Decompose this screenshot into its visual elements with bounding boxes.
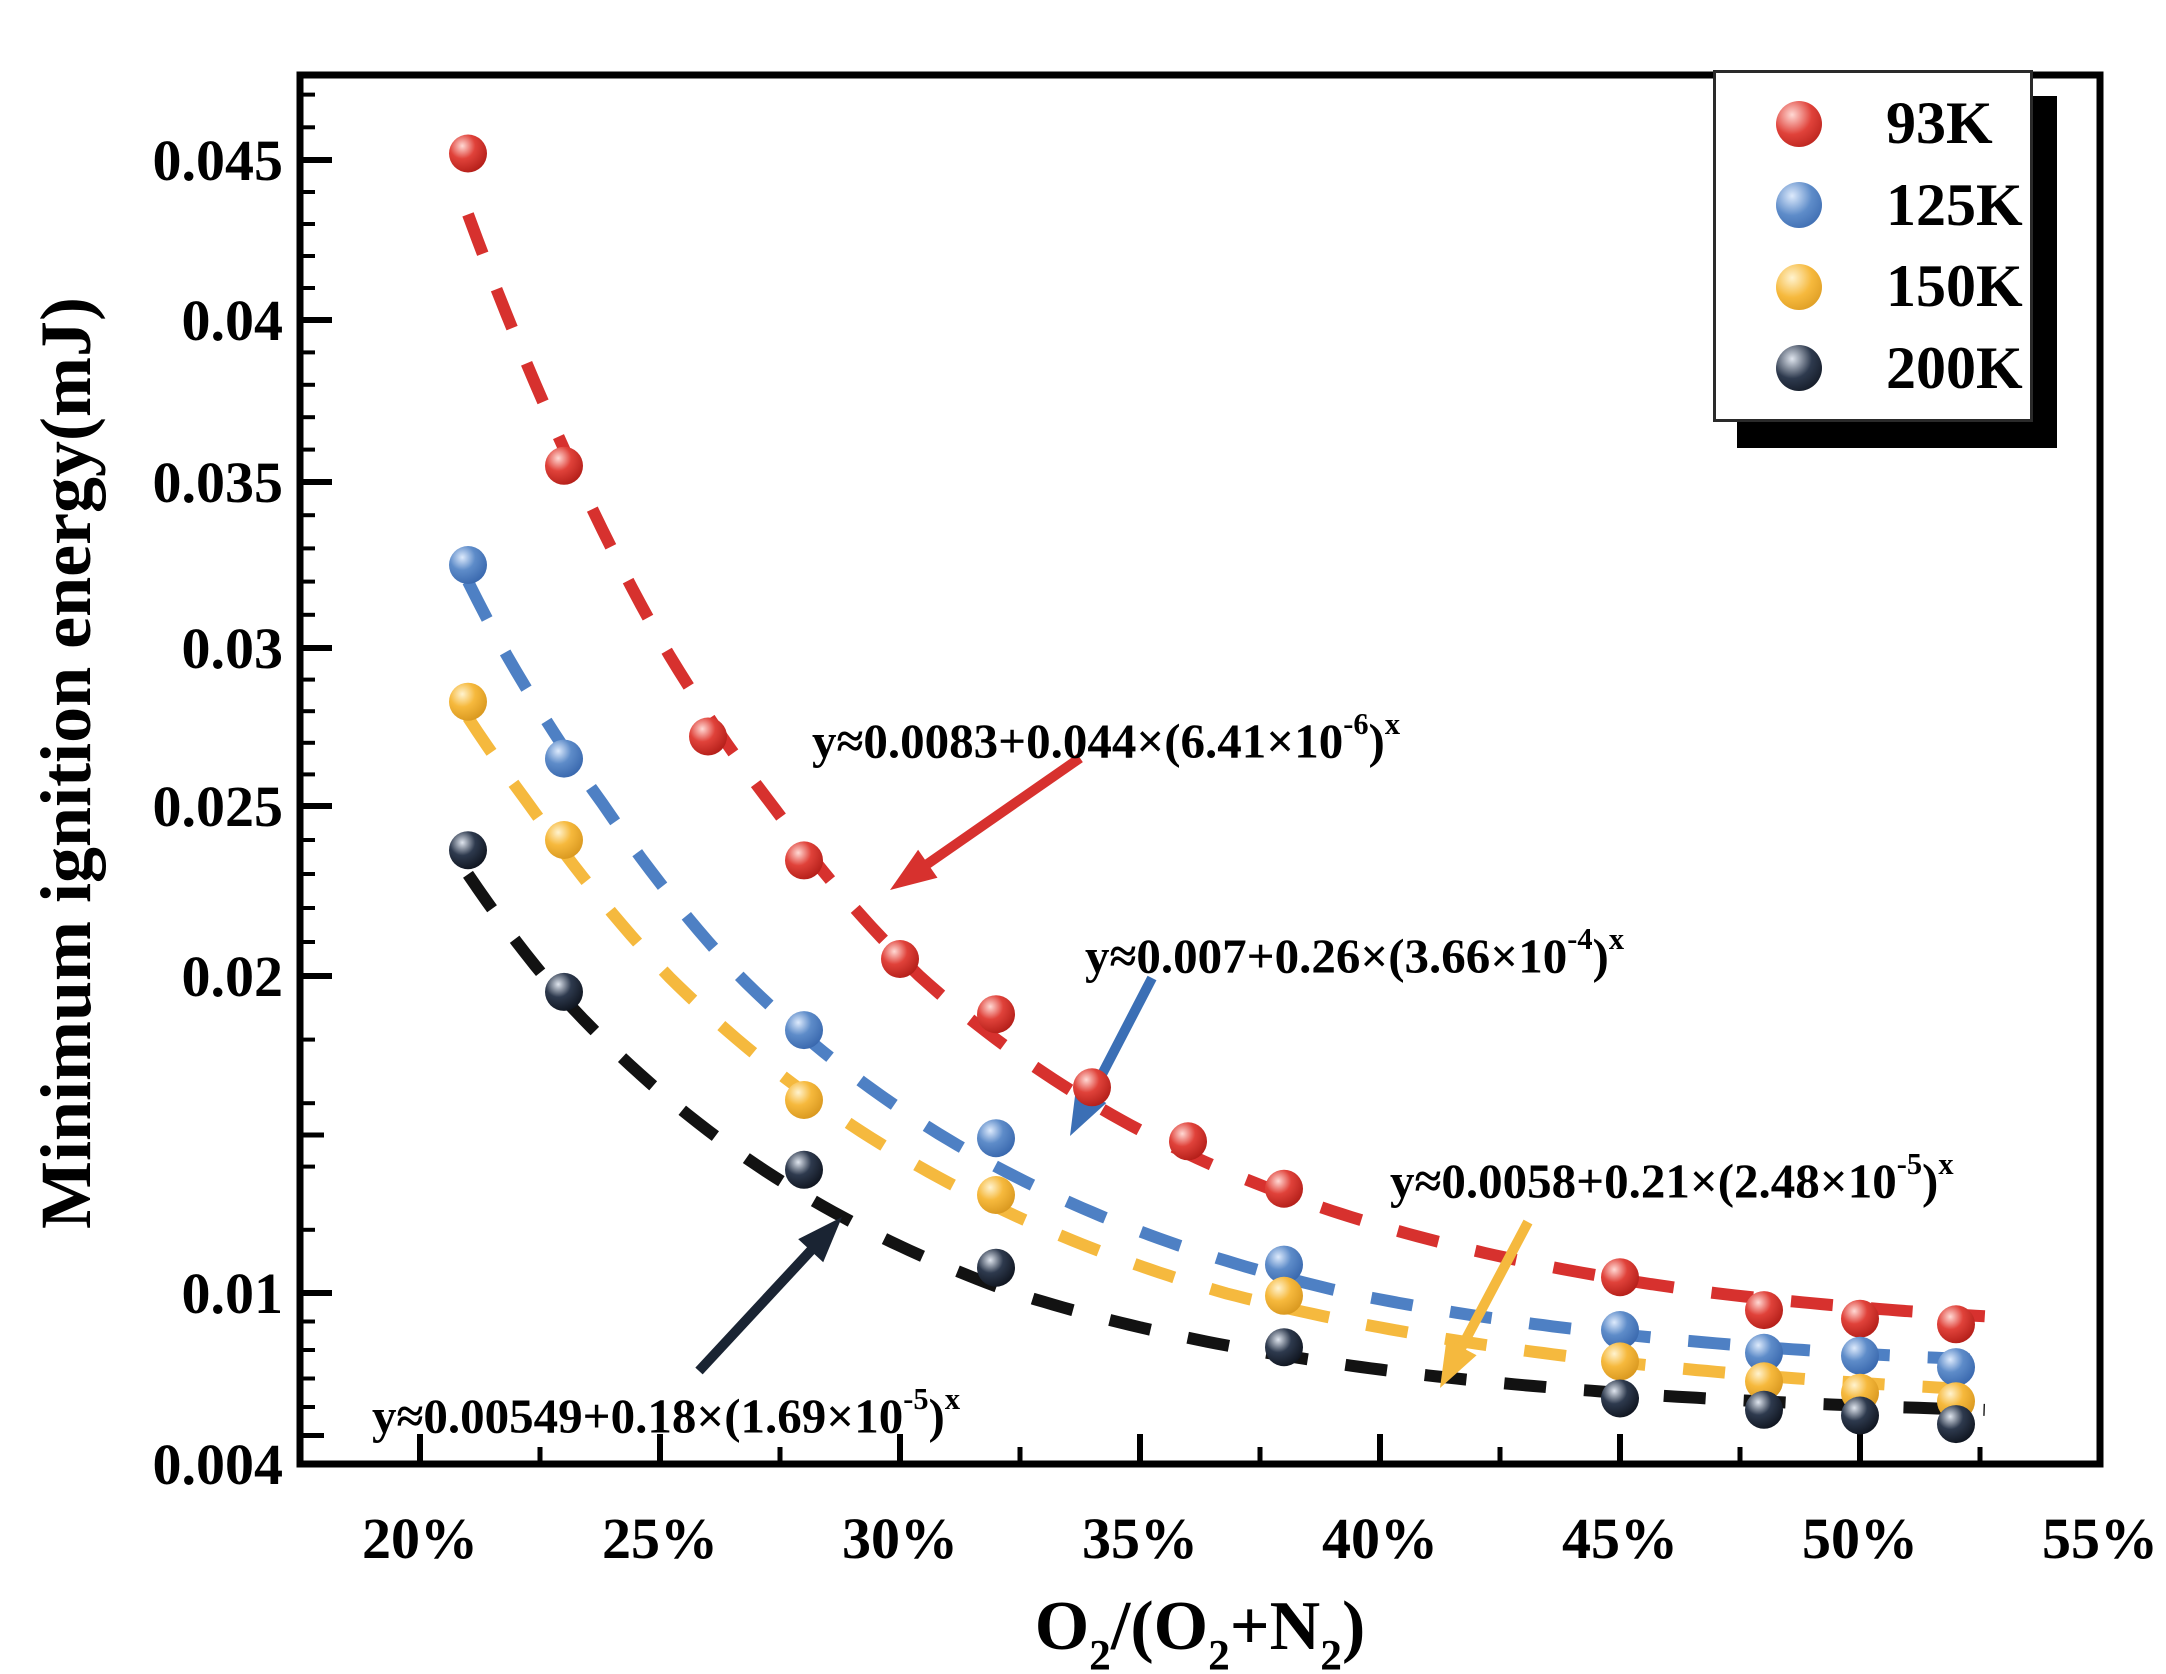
point-200K (1601, 1379, 1639, 1418)
point-125K (1841, 1336, 1879, 1375)
point-200K (545, 972, 583, 1011)
x-tick-label: 45% (1562, 1506, 1678, 1571)
y-tick-label: 0.04 (182, 288, 284, 353)
y-tick-label: 0.004 (153, 1432, 284, 1497)
y-tick-label: 0.03 (182, 616, 284, 681)
legend-item-125K: 125K (1776, 171, 2030, 240)
point-93K (1745, 1291, 1783, 1330)
fit-curve-150K (462, 714, 1986, 1396)
point-200K (1841, 1396, 1879, 1435)
point-93K (881, 940, 919, 978)
point-93K (785, 841, 823, 880)
x-axis-title: O2/(O2+N2) (1034, 1588, 1366, 1674)
point-150K (449, 682, 487, 721)
point-150K (1601, 1342, 1639, 1381)
point-93K (449, 134, 487, 173)
y-tick-label: 0.02 (182, 944, 284, 1009)
legend-marker-icon (1776, 182, 1822, 229)
legend-marker-icon (1776, 345, 1822, 392)
y-tick-label: 0.045 (153, 128, 284, 193)
point-150K (1265, 1276, 1303, 1315)
arrow-line-eq-93k (915, 753, 1083, 875)
point-93K (1169, 1122, 1207, 1161)
x-tick-label: 20% (362, 1506, 478, 1571)
point-93K (545, 446, 583, 485)
legend-item-150K: 150K (1776, 252, 2030, 321)
x-tick-label: 35% (1082, 1506, 1198, 1571)
fit-curve-200K (463, 870, 1985, 1416)
point-93K (1073, 1068, 1111, 1107)
point-200K (785, 1150, 823, 1189)
point-200K (977, 1248, 1015, 1287)
point-150K (545, 821, 583, 859)
eq-200k: y≈0.00549+0.18×(1.69×10-5)x (372, 1382, 961, 1444)
y-tick-label: 0.01 (182, 1261, 284, 1326)
legend-label: 200K (1886, 334, 2023, 401)
legend-label: 93K (1886, 90, 1993, 157)
point-93K (1937, 1305, 1975, 1344)
point-125K (1265, 1245, 1303, 1284)
legend-marker-icon (1776, 100, 1822, 147)
plot-frame (296, 71, 2104, 1468)
x-tick-label: 55% (2042, 1506, 2158, 1571)
x-tick-label: 40% (1322, 1506, 1438, 1571)
legend: 93K 125K 150K 200K (1713, 70, 2033, 422)
point-200K (449, 831, 487, 870)
eq-150k: y≈0.0058+0.21×(2.48×10-5)x (1390, 1147, 1954, 1209)
legend-item-200K: 200K (1776, 334, 2030, 403)
arrow-head-eq-93k (890, 849, 938, 890)
arrow-head-eq-150k (1440, 1339, 1477, 1388)
point-125K (449, 546, 487, 584)
eq-93k: y≈0.0083+0.044×(6.41×10-6)x (812, 707, 1401, 769)
point-125K (545, 739, 583, 778)
y-axis-title: Minimum ignition energy(mJ) (26, 297, 106, 1229)
point-93K (689, 717, 727, 756)
legend-label: 150K (1886, 253, 2023, 320)
x-tick-label: 50% (1802, 1506, 1918, 1571)
point-150K (785, 1081, 823, 1119)
point-125K (977, 1119, 1015, 1158)
legend-item-93K: 93K (1776, 89, 2030, 158)
point-93K (1841, 1299, 1879, 1338)
arrow-head-eq-200k (798, 1217, 842, 1263)
point-93K (977, 995, 1015, 1034)
x-tick-label: 25% (602, 1506, 718, 1571)
fit-curve-125K (462, 578, 1986, 1367)
point-93K (1265, 1169, 1303, 1208)
point-125K (1601, 1311, 1639, 1349)
point-150K (977, 1176, 1015, 1214)
point-125K (1745, 1333, 1783, 1372)
point-150K (1745, 1362, 1783, 1401)
x-tick-label: 30% (842, 1506, 958, 1571)
legend-marker-icon (1776, 263, 1822, 310)
point-93K (1601, 1258, 1639, 1297)
point-200K (1745, 1390, 1783, 1429)
arrow-line-eq-200k (695, 1238, 823, 1375)
point-200K (1937, 1405, 1975, 1444)
legend-label: 125K (1886, 171, 2023, 238)
arrow-line-eq-150k (1451, 1219, 1533, 1360)
y-tick-label: 0.025 (153, 774, 284, 839)
point-200K (1265, 1328, 1303, 1367)
point-125K (785, 1011, 823, 1050)
point-125K (1937, 1348, 1975, 1387)
y-tick-label: 0.035 (153, 450, 284, 515)
eq-125k: y≈0.007+0.26×(3.66×10-4)x (1085, 922, 1625, 984)
